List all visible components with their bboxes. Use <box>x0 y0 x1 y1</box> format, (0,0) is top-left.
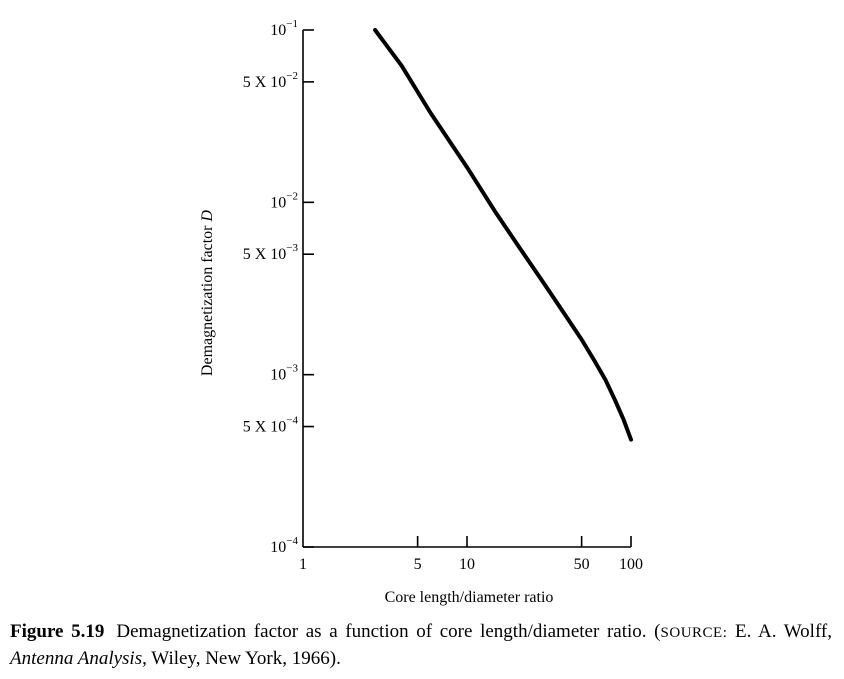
y-tick-label: 10−1 <box>270 18 298 39</box>
y-axis-ticks: 10−1 5 X 10−2 10−2 5 X 10−3 10−3 5 X 10−4 10−4 <box>243 18 314 556</box>
y-tick-label: 5 X 10−4 <box>243 415 299 436</box>
caption-author: E. A. Wolff, <box>727 621 833 642</box>
book-title: Antenna Analysis <box>10 648 143 669</box>
y-axis-label: Demagnetization factor D <box>199 209 216 376</box>
series-line <box>373 28 633 442</box>
y-tick-label: 5 X 10−3 <box>243 242 299 263</box>
x-tick-label: 10 <box>459 556 475 573</box>
x-tick-label: 50 <box>574 556 590 573</box>
x-tick-label: 1 <box>299 556 307 573</box>
y-tick-label: 10−4 <box>270 535 298 556</box>
x-tick-label: 5 <box>414 556 422 573</box>
caption-text: Demagnetization factor as a function of … <box>116 621 661 642</box>
y-tick-label: 10−2 <box>270 190 298 211</box>
figure-number: Figure 5.19 <box>10 621 105 642</box>
caption-publisher: , Wiley, New York, 1966). <box>142 648 341 669</box>
source-label: SOURCE: <box>660 625 728 641</box>
axes <box>302 30 631 548</box>
x-tick-label: 100 <box>619 556 643 573</box>
x-axis-label: Core length/diameter ratio <box>385 589 554 606</box>
chart: 10−1 5 X 10−2 10−2 5 X 10−3 10−3 5 X 10−4 10−4… <box>199 18 643 606</box>
y-tick-label: 5 X 10−2 <box>243 70 298 91</box>
x-axis-ticks: 1 5 10 50 100 <box>299 536 643 573</box>
y-tick-label: 10−3 <box>270 363 298 384</box>
figure-caption: Figure 5.19 Demagnetization factor as a f… <box>10 619 832 672</box>
